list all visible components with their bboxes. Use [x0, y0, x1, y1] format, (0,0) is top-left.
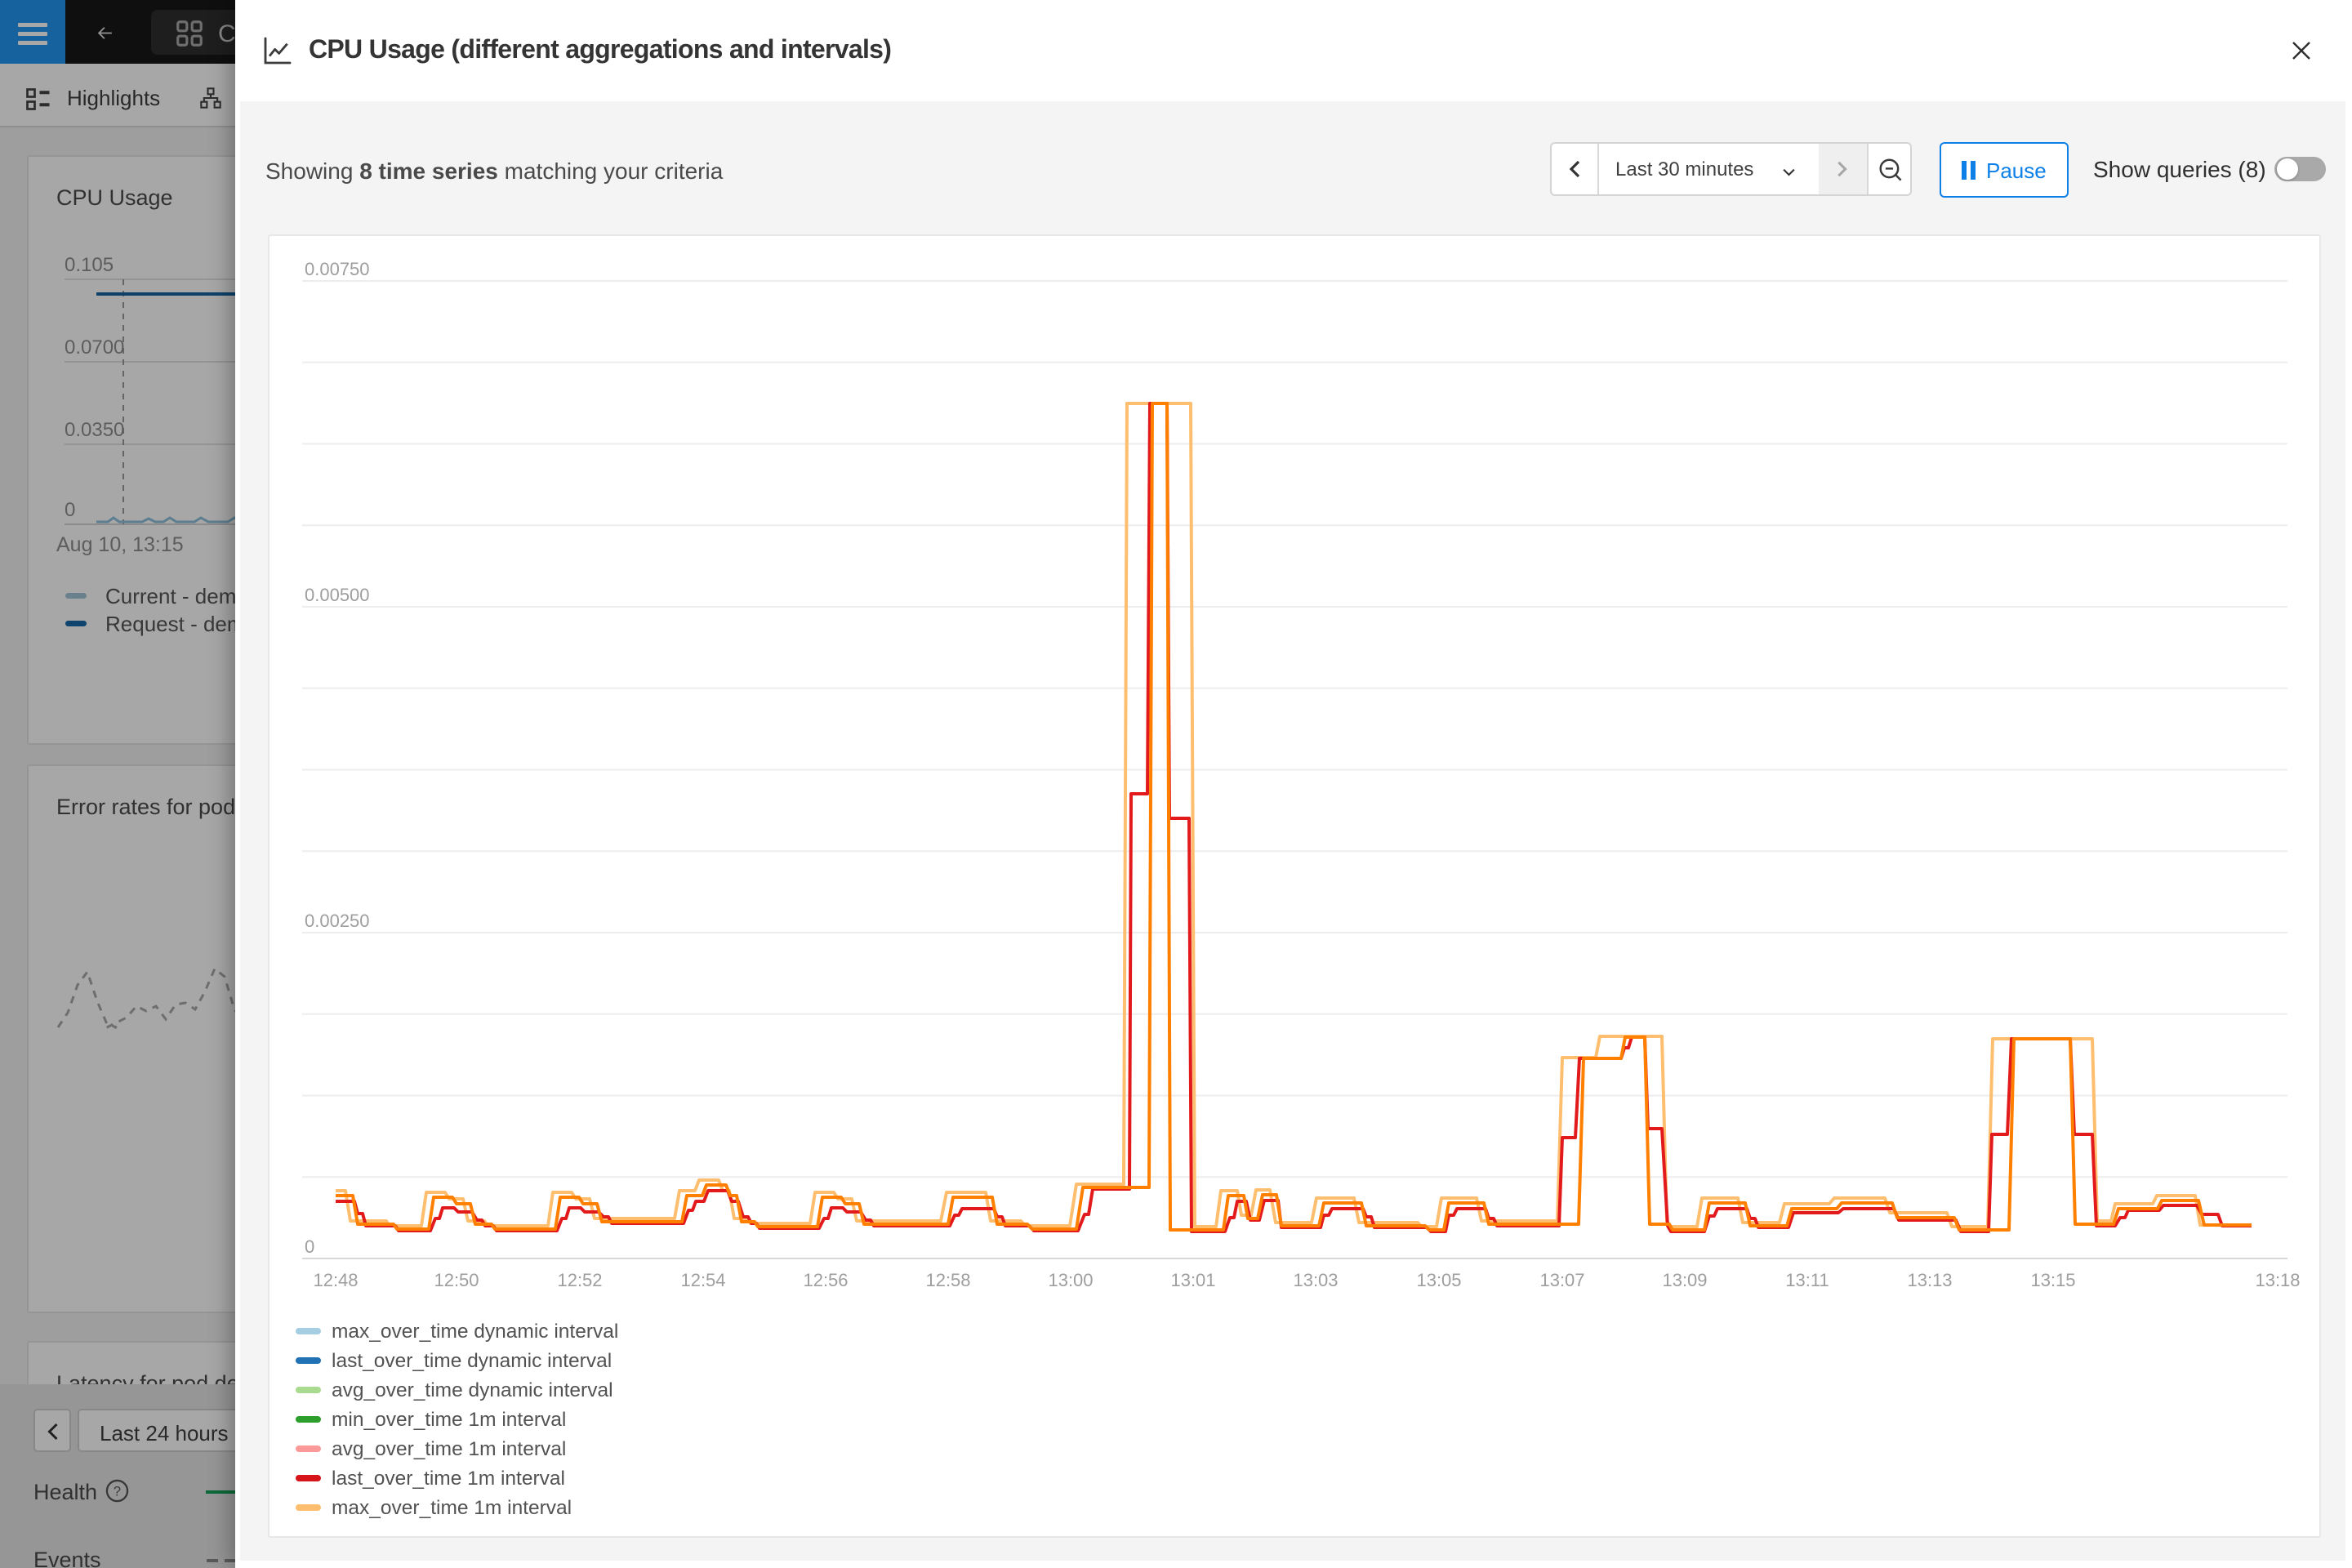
- svg-text:0.00500: 0.00500: [305, 585, 370, 605]
- svg-text:0.105: 0.105: [65, 254, 114, 276]
- svg-text:0.00750: 0.00750: [305, 259, 370, 279]
- svg-text:0.00250: 0.00250: [305, 911, 370, 931]
- svg-text:Aug 10, 13:15: Aug 10, 13:15: [56, 533, 184, 556]
- svg-text:0.0350: 0.0350: [65, 419, 124, 441]
- svg-text:0: 0: [305, 1236, 314, 1257]
- svg-text:Request - demo: Request - demo: [105, 612, 256, 636]
- svg-text:0.0700: 0.0700: [65, 336, 124, 359]
- svg-text:?: ?: [114, 1484, 121, 1499]
- svg-text:0: 0: [65, 499, 75, 521]
- svg-text:Current - demo-: Current - demo-: [105, 584, 256, 608]
